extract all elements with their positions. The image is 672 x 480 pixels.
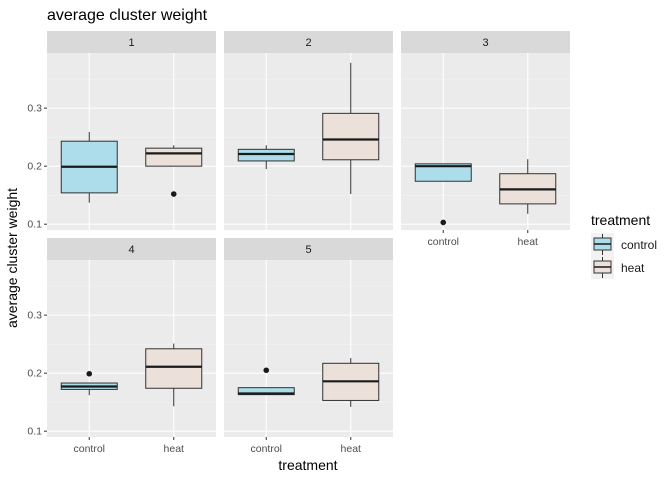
y-tick-label: 0.3 bbox=[27, 103, 42, 115]
box-heat bbox=[499, 159, 557, 214]
facet-strip-label: 1 bbox=[128, 37, 134, 49]
box-control bbox=[60, 370, 118, 396]
box-control bbox=[414, 163, 472, 226]
facet-strip bbox=[401, 31, 570, 53]
facet-panel-2: 2 bbox=[224, 31, 393, 230]
box-iqr bbox=[237, 387, 295, 396]
y-tick-label: 0.1 bbox=[27, 219, 42, 231]
facet-panel-3: 3 control heat bbox=[401, 31, 570, 248]
legend-title: treatment bbox=[591, 212, 650, 228]
x-tick-label: heat bbox=[518, 236, 539, 248]
box-iqr bbox=[322, 112, 380, 161]
y-tick-label: 0.1 bbox=[27, 426, 42, 438]
facet-strip bbox=[224, 238, 393, 260]
box-heat bbox=[322, 358, 380, 407]
outlier-point bbox=[263, 367, 270, 374]
box-control bbox=[237, 367, 295, 396]
legend-item-heat: heat bbox=[591, 256, 645, 279]
x-tick-label: control bbox=[250, 443, 282, 455]
x-tick-label: heat bbox=[341, 443, 362, 455]
facet-strip bbox=[47, 31, 216, 53]
x-axis-title: treatment bbox=[278, 457, 337, 473]
box-control bbox=[237, 145, 295, 170]
legend-label: heat bbox=[621, 261, 645, 275]
facet-strip bbox=[224, 31, 393, 53]
x-tick-label: control bbox=[427, 236, 459, 248]
box-heat bbox=[322, 62, 380, 195]
box-heat bbox=[145, 145, 203, 197]
outlier-point bbox=[170, 191, 177, 197]
chart-title: average cluster weight bbox=[47, 7, 208, 24]
y-tick-label: 0.2 bbox=[27, 368, 42, 380]
facet-strip-label: 3 bbox=[482, 37, 488, 49]
y-axis-title: average cluster weight bbox=[4, 188, 20, 328]
facet-panel-4: 4 0.1 0.2 0.3 control heat bbox=[27, 238, 216, 455]
facet-strip-label: 5 bbox=[305, 244, 311, 256]
legend: treatment control heat bbox=[591, 212, 657, 279]
y-tick-label: 0.3 bbox=[27, 310, 42, 322]
facet-panel-1: 1 0.1 0.2 0.3 bbox=[27, 31, 216, 231]
facet-strip-label: 4 bbox=[128, 244, 134, 256]
y-tick-label: 0.2 bbox=[27, 161, 42, 173]
box-control bbox=[60, 131, 118, 203]
x-tick-label: heat bbox=[164, 443, 185, 455]
legend-label: control bbox=[621, 238, 657, 252]
facet-panel-5: 5 control heat bbox=[224, 238, 393, 455]
facet-panels: 1 0.1 0.2 0.3 2 3 control heat 4 0.1 0.2 0.3 control… bbox=[27, 31, 570, 455]
facet-strip-label: 2 bbox=[305, 37, 311, 49]
box-iqr bbox=[237, 148, 295, 162]
box-iqr bbox=[145, 348, 203, 389]
box-heat bbox=[145, 343, 203, 407]
outlier-point bbox=[86, 370, 93, 377]
box-iqr bbox=[414, 163, 472, 182]
box-iqr bbox=[145, 147, 203, 167]
panel-background bbox=[224, 260, 393, 437]
facet-strip bbox=[47, 238, 216, 260]
x-tick-label: control bbox=[73, 443, 105, 455]
legend-item-control: control bbox=[591, 233, 657, 256]
outlier-point bbox=[440, 219, 447, 226]
